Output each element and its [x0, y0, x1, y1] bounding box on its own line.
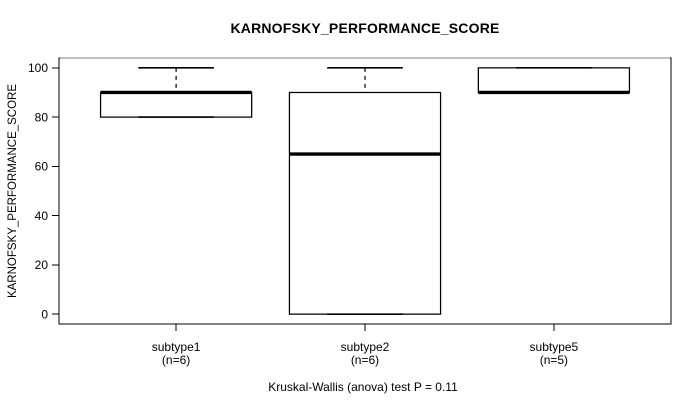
y-tick-label: 0 [41, 307, 48, 321]
y-tick-label: 100 [28, 61, 48, 75]
category-sublabel: (n=6) [351, 353, 379, 367]
category-label: subtype1 [152, 340, 201, 354]
y-tick-label: 40 [35, 209, 49, 223]
category-sublabel: (n=6) [162, 353, 190, 367]
box-subtype1 [99, 91, 253, 118]
stat-test-annotation: Kruskal-Wallis (anova) test P = 0.11 [268, 380, 458, 394]
chart-title: KARNOFSKY_PERFORMANCE_SCORE [230, 20, 500, 36]
box-subtype5 [477, 67, 631, 94]
category-label: subtype5 [530, 340, 579, 354]
y-tick-label: 60 [35, 160, 49, 174]
category-label: subtype2 [341, 340, 390, 354]
y-tick-label: 20 [35, 258, 49, 272]
box-subtype2 [288, 91, 442, 315]
y-tick-label: 80 [35, 110, 49, 124]
category-sublabel: (n=5) [540, 353, 568, 367]
